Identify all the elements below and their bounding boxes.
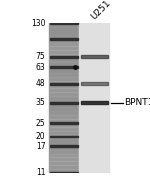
Text: 25: 25 [36, 119, 45, 127]
Bar [49, 161, 79, 165]
Text: 11: 11 [36, 168, 45, 177]
Bar [49, 100, 79, 104]
Bar [79, 23, 110, 173]
Text: 63: 63 [36, 63, 45, 72]
Bar [49, 127, 79, 131]
Bar [50, 122, 78, 124]
Bar [49, 104, 79, 107]
Bar [49, 62, 79, 65]
Bar [50, 38, 78, 40]
Bar [50, 102, 78, 104]
Bar [49, 88, 79, 92]
Bar [50, 22, 78, 24]
Bar [49, 66, 79, 69]
Bar [49, 42, 79, 46]
Bar [49, 92, 79, 96]
Bar [81, 55, 108, 58]
Text: U251: U251 [90, 0, 113, 22]
Bar [49, 85, 79, 88]
Text: 75: 75 [36, 52, 45, 61]
Bar [49, 165, 79, 169]
Text: 130: 130 [31, 19, 45, 28]
Bar [49, 54, 79, 58]
Bar [49, 31, 79, 35]
Bar [50, 55, 78, 57]
Bar [81, 82, 108, 85]
Text: 20: 20 [36, 132, 45, 141]
Text: 48: 48 [36, 79, 45, 88]
Bar [50, 83, 78, 85]
Bar [49, 39, 79, 42]
Bar [49, 27, 79, 31]
Bar [49, 81, 79, 85]
Bar [49, 138, 79, 142]
Bar [49, 35, 79, 39]
Bar [49, 46, 79, 50]
Bar [49, 146, 79, 150]
Text: BPNT1: BPNT1 [124, 98, 150, 107]
Bar [49, 69, 79, 73]
Bar [49, 108, 79, 111]
Bar [49, 58, 79, 61]
Bar [49, 134, 79, 138]
Bar [50, 136, 78, 138]
Bar [49, 142, 79, 146]
Bar [49, 77, 79, 81]
Bar [49, 158, 79, 161]
Bar [49, 96, 79, 100]
Bar [50, 172, 78, 174]
Bar [49, 150, 79, 153]
Text: 35: 35 [36, 98, 45, 107]
Bar [81, 101, 108, 104]
Bar [49, 23, 79, 173]
Bar [49, 112, 79, 115]
Bar [49, 115, 79, 119]
Bar [49, 154, 79, 157]
Bar [49, 119, 79, 123]
Bar [50, 66, 78, 68]
Bar [49, 123, 79, 127]
Bar [49, 131, 79, 134]
Text: 17: 17 [36, 142, 45, 151]
Bar [50, 145, 78, 147]
Bar [49, 23, 79, 27]
Bar [49, 169, 79, 173]
Bar [49, 20, 79, 23]
Bar [49, 73, 79, 77]
Bar [49, 50, 79, 54]
